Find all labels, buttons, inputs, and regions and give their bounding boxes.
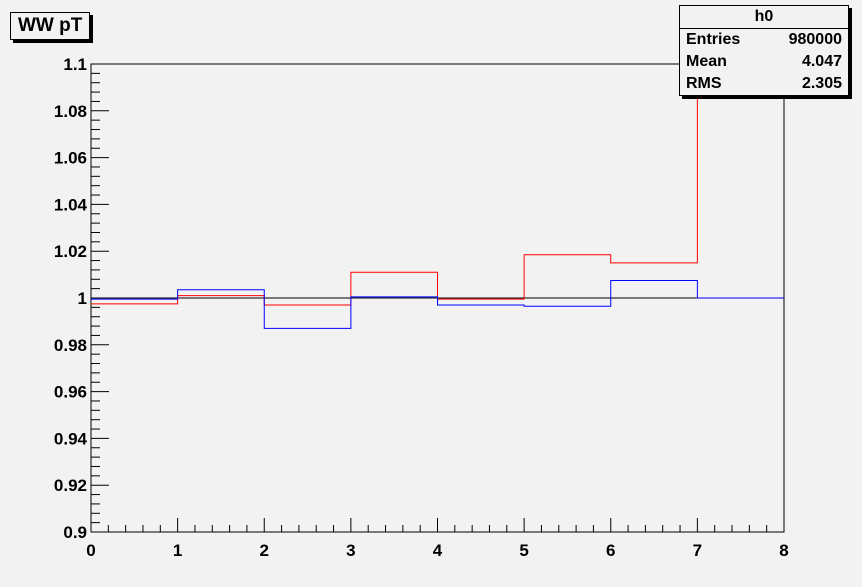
y-tick-label: 1.06 [54, 149, 87, 168]
stats-value: 980000 [788, 31, 842, 48]
stats-row-mean: Mean 4.047 [680, 51, 848, 73]
x-tick-label: 4 [433, 541, 443, 560]
y-tick-label: 1.04 [54, 195, 88, 214]
x-tick-label: 3 [346, 541, 355, 560]
x-tick-label: 2 [260, 541, 269, 560]
x-tick-label: 6 [606, 541, 615, 560]
y-tick-label: 0.96 [54, 383, 87, 402]
series-line-2 [91, 279, 784, 329]
y-tick-label: 1 [78, 289, 87, 308]
y-tick-label: 1.1 [63, 55, 87, 74]
x-tick-label: 5 [519, 541, 528, 560]
y-tick-label: 0.92 [54, 476, 87, 495]
y-tick-label: 0.94 [54, 429, 88, 448]
stats-label: RMS [686, 75, 722, 92]
series-layer [91, 64, 784, 329]
stats-value: 4.047 [801, 53, 842, 70]
y-tick-label: 1.02 [54, 242, 87, 261]
stats-label: Entries [686, 31, 741, 48]
y-tick-label: 1.08 [54, 102, 87, 121]
axis-layer: 0.9 0.92 0.94 0.96 0.98 1 1.02 1.04 1.06 1.08 1.1 0… [54, 55, 789, 560]
x-tick-label: 1 [173, 541, 182, 560]
chart-title: WW pT [10, 12, 91, 40]
stats-box: h0 Entries 980000 Mean 4.047 RMS 2.305 [679, 5, 849, 96]
x-tick-label: 8 [779, 541, 788, 560]
y-tick-label: 0.98 [54, 336, 87, 355]
y-tick-label: 0.9 [63, 523, 87, 542]
stats-label: Mean [686, 53, 727, 70]
stats-row-rms: RMS 2.305 [680, 73, 848, 95]
x-tick-label: 7 [693, 541, 702, 560]
stats-value: 2.305 [801, 75, 842, 92]
stats-row-entries: Entries 980000 [680, 29, 848, 51]
series-line-1 [91, 64, 698, 306]
stats-name: h0 [680, 6, 848, 29]
x-tick-label: 0 [86, 541, 95, 560]
